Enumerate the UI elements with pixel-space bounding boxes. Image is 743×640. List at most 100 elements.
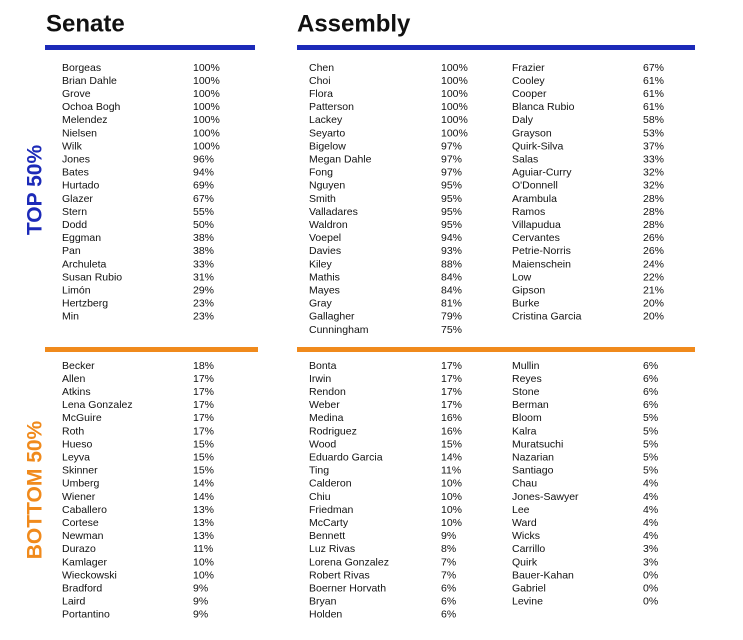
member-score: 3% bbox=[643, 543, 658, 555]
member-name: Petrie-Norris bbox=[512, 245, 571, 257]
senate-header: Senate bbox=[46, 10, 125, 37]
member-name: Salas bbox=[512, 153, 538, 165]
member-score: 4% bbox=[643, 517, 658, 529]
member-score: 0% bbox=[643, 596, 658, 608]
member-name: Frazier bbox=[512, 62, 545, 74]
member-score: 15% bbox=[193, 451, 214, 463]
member-name: Ward bbox=[512, 517, 537, 529]
member-name: Villapudua bbox=[512, 219, 561, 231]
member-score: 3% bbox=[643, 556, 658, 568]
member-score: 100% bbox=[193, 75, 220, 87]
member-score: 28% bbox=[643, 206, 664, 218]
member-name: Maienschein bbox=[512, 258, 571, 270]
member-score: 18% bbox=[193, 360, 214, 372]
member-score: 10% bbox=[441, 517, 462, 529]
member-name: Cervantes bbox=[512, 232, 560, 244]
member-name: Wilk bbox=[62, 140, 83, 152]
member-name: Chau bbox=[512, 478, 537, 490]
member-score: 23% bbox=[193, 311, 214, 323]
member-name: Cortese bbox=[62, 517, 99, 529]
member-score: 10% bbox=[441, 491, 462, 503]
member-name: Grove bbox=[62, 88, 91, 100]
member-name: Melendez bbox=[62, 114, 108, 126]
member-name: Burke bbox=[512, 298, 540, 310]
member-name: Smith bbox=[309, 193, 336, 205]
member-score: 17% bbox=[441, 386, 462, 398]
top-label: TOP 50% bbox=[24, 145, 47, 236]
member-name: Robert Rivas bbox=[309, 569, 370, 581]
member-score: 100% bbox=[193, 62, 220, 74]
member-score: 95% bbox=[441, 193, 462, 205]
member-name: Muratsuchi bbox=[512, 438, 563, 450]
member-name: Kalra bbox=[512, 425, 537, 437]
member-score: 11% bbox=[441, 465, 461, 477]
member-name: Kiley bbox=[309, 258, 333, 270]
member-score: 17% bbox=[193, 386, 214, 398]
assembly-header: Assembly bbox=[297, 10, 411, 37]
member-score: 6% bbox=[441, 609, 456, 621]
member-name: Lorena Gonzalez bbox=[309, 556, 389, 568]
member-score: 96% bbox=[193, 153, 214, 165]
member-score: 13% bbox=[193, 504, 214, 516]
member-name: Aguiar-Curry bbox=[512, 167, 572, 179]
member-score: 17% bbox=[193, 399, 214, 411]
member-name: Hertzberg bbox=[62, 298, 108, 310]
member-name: Boerner Horvath bbox=[309, 582, 386, 594]
member-score: 100% bbox=[441, 88, 468, 100]
member-name: Fong bbox=[309, 167, 333, 179]
senate-bottom-bar bbox=[45, 347, 258, 352]
member-score: 17% bbox=[193, 412, 214, 424]
member-score: 4% bbox=[643, 478, 658, 490]
member-name: Susan Rubio bbox=[62, 271, 122, 283]
member-name: O'Donnell bbox=[512, 180, 558, 192]
member-name: Wieckowski bbox=[62, 569, 117, 581]
member-score: 5% bbox=[643, 451, 658, 463]
member-score: 33% bbox=[193, 258, 214, 270]
member-name: Davies bbox=[309, 245, 341, 257]
member-score: 13% bbox=[193, 530, 214, 542]
member-score: 94% bbox=[441, 232, 462, 244]
member-score: 67% bbox=[193, 193, 214, 205]
member-score: 31% bbox=[193, 271, 214, 283]
member-name: Borgeas bbox=[62, 62, 101, 74]
member-score: 100% bbox=[441, 62, 468, 74]
member-name: Quirk bbox=[512, 556, 538, 568]
member-name: Wicks bbox=[512, 530, 540, 542]
member-score: 38% bbox=[193, 232, 214, 244]
member-name: Wood bbox=[309, 438, 336, 450]
member-name: Nazarian bbox=[512, 451, 554, 463]
member-score: 10% bbox=[193, 569, 214, 581]
member-score: 10% bbox=[193, 556, 214, 568]
member-score: 95% bbox=[441, 206, 462, 218]
member-score: 17% bbox=[441, 399, 462, 411]
member-name: Laird bbox=[62, 596, 86, 608]
member-score: 20% bbox=[643, 298, 664, 310]
member-name: Stern bbox=[62, 206, 87, 218]
member-score: 100% bbox=[441, 101, 468, 113]
member-name: Bennett bbox=[309, 530, 345, 542]
member-score: 53% bbox=[643, 127, 664, 139]
member-name: Chiu bbox=[309, 491, 331, 503]
member-name: Quirk-Silva bbox=[512, 140, 564, 152]
member-name: Eggman bbox=[62, 232, 101, 244]
member-score: 16% bbox=[441, 412, 462, 424]
member-score: 6% bbox=[441, 596, 456, 608]
member-score: 6% bbox=[643, 386, 658, 398]
member-name: Jones-Sawyer bbox=[512, 491, 579, 503]
member-name: Nguyen bbox=[309, 180, 345, 192]
member-score: 100% bbox=[193, 101, 220, 113]
member-name: Rodriguez bbox=[309, 425, 357, 437]
member-score: 95% bbox=[441, 219, 462, 231]
member-name: Wiener bbox=[62, 491, 96, 503]
member-score: 22% bbox=[643, 271, 664, 283]
member-score: 5% bbox=[643, 465, 658, 477]
member-name: Ting bbox=[309, 465, 329, 477]
member-score: 61% bbox=[643, 101, 664, 113]
member-score: 5% bbox=[643, 412, 658, 424]
member-score: 97% bbox=[441, 167, 462, 179]
member-name: Newman bbox=[62, 530, 104, 542]
member-score: 33% bbox=[643, 153, 664, 165]
member-score: 20% bbox=[643, 311, 664, 323]
member-score: 10% bbox=[441, 504, 462, 516]
member-name: Mathis bbox=[309, 271, 340, 283]
